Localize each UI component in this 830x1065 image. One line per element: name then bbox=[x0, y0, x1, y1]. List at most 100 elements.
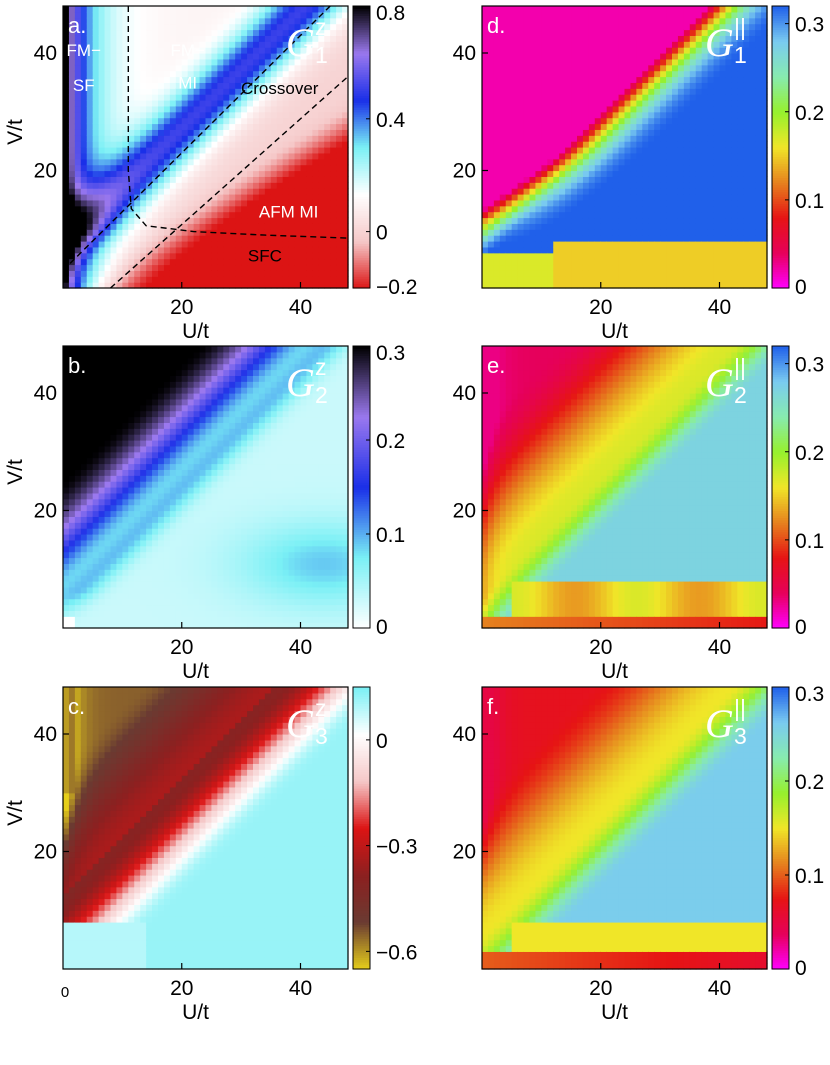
heatmap-cell bbox=[158, 188, 165, 195]
colorbar-step bbox=[353, 360, 370, 364]
heatmap-cell bbox=[330, 158, 337, 166]
heatmap-cell bbox=[163, 170, 171, 177]
heatmap-cell bbox=[205, 252, 213, 260]
heatmap-cell bbox=[134, 11, 141, 19]
heatmap-cell bbox=[324, 53, 331, 60]
heatmap-cell bbox=[152, 17, 159, 25]
heatmap-cell bbox=[276, 170, 284, 177]
heatmap-cell bbox=[288, 369, 296, 376]
heatmap-cell bbox=[211, 100, 218, 107]
heatmap-cell bbox=[205, 264, 213, 271]
heatmap-cell bbox=[104, 123, 112, 130]
heatmap-cell bbox=[276, 6, 284, 13]
heatmap-cell bbox=[318, 539, 325, 547]
colorbar-step bbox=[353, 559, 370, 563]
heatmap-cell bbox=[336, 363, 343, 371]
heatmap-cell bbox=[294, 205, 302, 213]
heatmap-cell bbox=[330, 199, 337, 207]
heatmap-cell bbox=[294, 387, 302, 394]
heatmap-cell bbox=[288, 586, 296, 594]
heatmap-cell bbox=[63, 775, 70, 782]
heatmap-cell bbox=[68, 804, 76, 811]
heatmap-cell bbox=[229, 58, 236, 66]
heatmap-cell bbox=[276, 105, 284, 113]
heatmap-cell bbox=[175, 135, 183, 142]
heatmap-cell bbox=[312, 475, 319, 482]
heatmap-cell bbox=[68, 598, 76, 606]
heatmap-cell bbox=[187, 569, 195, 576]
heatmap-cell bbox=[98, 94, 106, 101]
heatmap-cell bbox=[235, 422, 242, 429]
heatmap-cell bbox=[235, 357, 242, 365]
heatmap-cell bbox=[294, 510, 302, 517]
heatmap-cell bbox=[63, 223, 70, 230]
heatmap-cell bbox=[241, 29, 248, 36]
heatmap-cell bbox=[104, 586, 112, 594]
heatmap-cell bbox=[312, 199, 319, 207]
colorbar-step bbox=[353, 177, 370, 181]
heatmap-cell bbox=[253, 205, 260, 213]
heatmap-cell bbox=[122, 229, 129, 236]
heatmap-cell bbox=[205, 58, 213, 66]
heatmap-cell bbox=[342, 129, 349, 136]
heatmap-cell bbox=[217, 53, 224, 60]
heatmap-cell bbox=[217, 492, 224, 500]
heatmap-cell bbox=[116, 539, 123, 547]
heatmap-cell bbox=[140, 563, 147, 570]
heatmap-cell bbox=[258, 182, 266, 189]
heatmap-cell bbox=[205, 11, 213, 19]
heatmap-cell bbox=[152, 481, 159, 488]
heatmap-cell bbox=[68, 933, 76, 941]
heatmap-cell bbox=[241, 451, 248, 459]
heatmap-cell bbox=[116, 575, 123, 582]
heatmap-cell bbox=[336, 11, 343, 19]
heatmap-cell bbox=[134, 94, 141, 101]
heatmap-cell bbox=[163, 393, 171, 400]
heatmap-cell bbox=[122, 563, 129, 570]
heatmap-cell bbox=[241, 622, 248, 629]
heatmap-cell bbox=[104, 381, 112, 388]
heatmap-cell bbox=[211, 387, 218, 394]
heatmap-cell bbox=[104, 534, 112, 541]
heatmap-cell bbox=[110, 528, 118, 535]
heatmap-cell bbox=[163, 581, 171, 588]
heatmap-cell bbox=[300, 211, 308, 219]
heatmap-cell bbox=[98, 498, 106, 506]
heatmap-cell bbox=[140, 351, 147, 359]
heatmap-cell bbox=[63, 963, 70, 970]
heatmap-cell bbox=[294, 53, 302, 60]
heatmap-cell bbox=[336, 534, 343, 541]
heatmap-cell bbox=[288, 223, 296, 230]
heatmap-cell bbox=[294, 563, 302, 570]
heatmap-cell bbox=[134, 223, 141, 230]
heatmap-cell bbox=[253, 422, 260, 429]
colorbar-step bbox=[353, 437, 370, 441]
heatmap-cell bbox=[175, 123, 183, 130]
heatmap-cell bbox=[193, 522, 201, 529]
heatmap-cell bbox=[68, 375, 76, 382]
heatmap-cell bbox=[187, 539, 195, 547]
heatmap-cell bbox=[241, 610, 248, 617]
heatmap-cell bbox=[169, 276, 177, 283]
heatmap-cell bbox=[122, 516, 129, 523]
heatmap-cell bbox=[288, 199, 296, 207]
heatmap-cell bbox=[223, 586, 230, 594]
heatmap-cell bbox=[229, 457, 236, 465]
heatmap-cell bbox=[223, 76, 230, 83]
heatmap-cell bbox=[63, 728, 70, 735]
heatmap-cell bbox=[74, 481, 82, 488]
heatmap-cell bbox=[211, 510, 218, 517]
heatmap-cell bbox=[128, 598, 135, 606]
heatmap-cell bbox=[98, 88, 106, 95]
heatmap-cell bbox=[211, 522, 218, 529]
heatmap-cell bbox=[110, 105, 118, 113]
heatmap-cell bbox=[187, 135, 195, 142]
heatmap-cell bbox=[235, 35, 242, 42]
heatmap-cell bbox=[211, 182, 218, 189]
heatmap-cell bbox=[92, 53, 100, 60]
heatmap-cell bbox=[211, 270, 218, 277]
heatmap-cell bbox=[288, 393, 296, 400]
heatmap-cell bbox=[300, 604, 308, 611]
heatmap-cell bbox=[152, 29, 159, 36]
heatmap-cell bbox=[110, 94, 118, 101]
